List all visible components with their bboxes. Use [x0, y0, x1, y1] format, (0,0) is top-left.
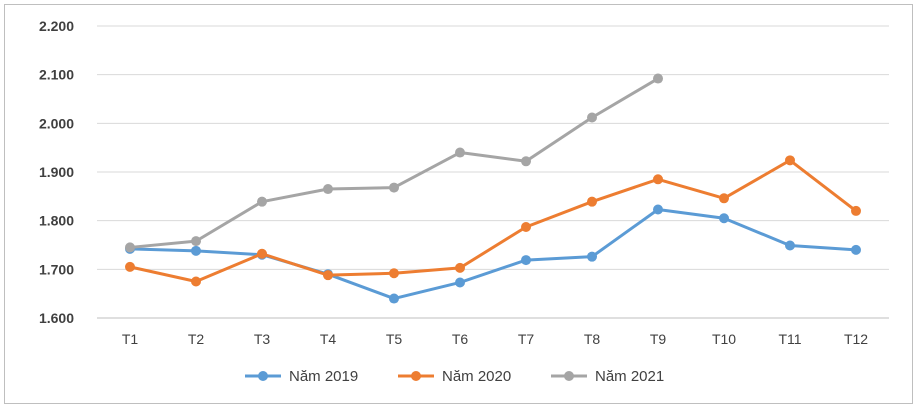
data-point — [521, 255, 531, 266]
data-point — [851, 205, 861, 216]
x-tick-label: T6 — [452, 331, 469, 347]
series — [125, 155, 861, 287]
x-tick-label: T4 — [320, 331, 337, 347]
x-tick-label: T2 — [188, 331, 205, 347]
x-tick-label: T9 — [650, 331, 667, 347]
data-point — [257, 196, 267, 207]
legend-label: Năm 2020 — [442, 368, 511, 385]
y-tick-label: 1.900 — [39, 164, 74, 180]
legend-label: Năm 2019 — [289, 368, 358, 385]
data-point — [653, 73, 663, 84]
data-point — [323, 270, 333, 281]
series-lines — [125, 73, 861, 304]
y-axis-ticks: 1.600 1.700 1.800 1.900 2.000 2.100 2.200 — [39, 18, 74, 326]
chart-frame — [4, 4, 913, 404]
x-tick-label: T12 — [844, 331, 868, 347]
legend-marker — [258, 371, 268, 381]
series-line — [129, 158, 857, 283]
legend: Năm 2019 Năm 2020 Năm 2021 — [245, 368, 664, 385]
data-point — [389, 293, 399, 304]
y-tick-label: 2.200 — [39, 18, 74, 34]
data-point — [125, 261, 135, 272]
legend-item: Năm 2021 — [551, 368, 664, 385]
data-point — [389, 182, 399, 193]
series-line — [129, 77, 659, 249]
data-point — [587, 251, 597, 262]
data-point — [653, 174, 663, 185]
y-tick-label: 2.100 — [39, 67, 74, 83]
data-point — [191, 236, 201, 247]
y-tick-label: 1.800 — [39, 213, 74, 229]
data-point — [455, 277, 465, 288]
data-point — [257, 248, 267, 259]
x-tick-label: T3 — [254, 331, 271, 347]
legend-marker — [564, 371, 574, 381]
data-point — [455, 262, 465, 273]
x-tick-label: T1 — [122, 331, 139, 347]
x-axis-ticks: T1 T2 T3 T4 T5 T6 T7 T8 T9 T10 T11 T12 — [122, 331, 868, 347]
series-line — [129, 207, 857, 301]
x-tick-label: T5 — [386, 331, 403, 347]
legend-label: Năm 2021 — [595, 368, 664, 385]
data-point — [521, 221, 531, 232]
data-point — [785, 240, 795, 251]
x-tick-label: T7 — [518, 331, 535, 347]
legend-marker — [411, 371, 421, 381]
y-tick-label: 1.700 — [39, 261, 74, 277]
data-point — [191, 276, 201, 287]
legend-item: Năm 2019 — [245, 368, 358, 385]
y-tick-label: 2.000 — [39, 115, 74, 131]
x-tick-label: T8 — [584, 331, 601, 347]
legend-item: Năm 2020 — [398, 368, 511, 385]
data-point — [653, 204, 663, 215]
data-point — [191, 245, 201, 256]
series — [125, 73, 663, 253]
data-point — [719, 213, 729, 224]
data-point — [587, 112, 597, 123]
data-point — [125, 242, 135, 253]
data-point — [587, 196, 597, 207]
gridlines — [97, 25, 889, 319]
data-point — [455, 147, 465, 158]
data-point — [323, 184, 333, 195]
data-point — [785, 155, 795, 166]
data-point — [851, 244, 861, 255]
x-tick-label: T11 — [778, 331, 801, 347]
x-tick-label: T10 — [712, 331, 736, 347]
series — [125, 204, 861, 304]
data-point — [719, 193, 729, 204]
data-point — [389, 268, 399, 279]
y-tick-label: 1.600 — [39, 310, 74, 326]
data-point — [521, 156, 531, 167]
